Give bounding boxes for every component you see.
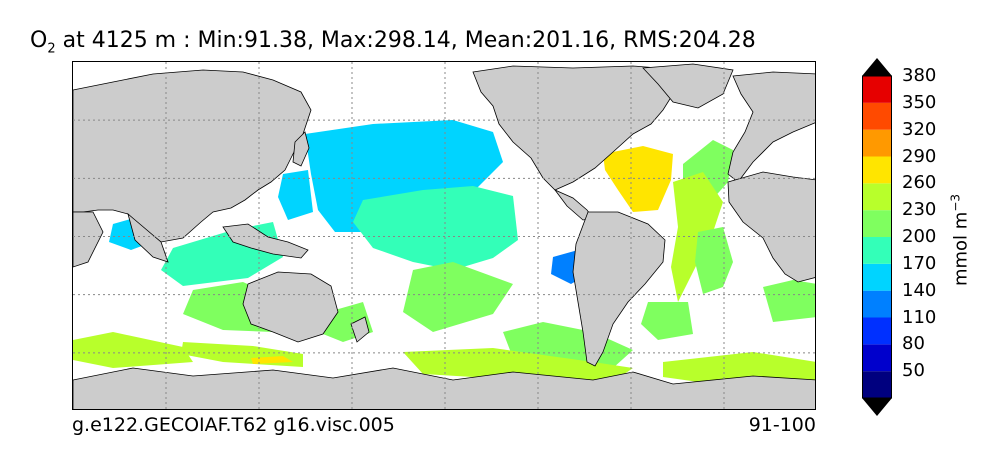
- land-japan: [292, 131, 310, 167]
- colorbar-tick-label: 50: [902, 360, 925, 382]
- colorbar-bin: [862, 129, 892, 157]
- land-new-zealand: [350, 316, 370, 343]
- colorbar-tick-label: 380: [902, 65, 937, 86]
- patch-atlantic-yellow: [603, 146, 673, 212]
- colorbar-bin: [862, 344, 892, 372]
- patch-southern-atlantic-lime: [663, 352, 815, 384]
- land-south-america: [572, 211, 666, 367]
- colorbar-bin: [862, 317, 892, 345]
- title-subscript: 2: [47, 41, 56, 57]
- units-text: mmol m: [950, 211, 972, 287]
- ocean-map: [72, 61, 816, 410]
- colorbar-bin: [862, 156, 892, 184]
- patch-south-atlantic-deep: [641, 302, 693, 340]
- land-europe-africa: [727, 71, 815, 183]
- lat-lon-grid: [73, 62, 815, 409]
- colorbar-bin: [862, 371, 892, 398]
- colorbar-bin: [862, 210, 892, 237]
- colorbar-tick-label: 140: [902, 279, 937, 301]
- patch-south-atlantic-green: [695, 227, 733, 294]
- patch-southern-lime: [181, 342, 303, 367]
- colorbar-tick-label: 320: [902, 118, 937, 140]
- map-canvas: [73, 62, 815, 409]
- colorbar-tick-label: 200: [902, 226, 937, 247]
- patch-south-pacific-lime: [403, 348, 633, 382]
- land-africa-west: [727, 171, 815, 283]
- colorbar-tick-label: 290: [902, 145, 937, 167]
- land-greenland: [642, 63, 734, 109]
- colorbar-over-triangle: [862, 58, 892, 76]
- colorbar-tick-label: 110: [902, 306, 937, 328]
- title-stats: at 4125 m : Min:91.38, Max:298.14, Mean:…: [55, 28, 756, 53]
- colorbar-tick-label: 350: [902, 91, 937, 113]
- land-eurasia: [73, 69, 312, 243]
- colorbar-tick-label: 80: [902, 333, 925, 355]
- plot-title: O2 at 4125 m : Min:91.38, Max:298.14, Me…: [30, 28, 756, 56]
- patch-central-pacific: [353, 186, 518, 270]
- patch-atlantic-lime: [671, 172, 723, 302]
- land-se-asia-islands: [222, 223, 309, 259]
- land-africa-east: [73, 211, 104, 268]
- patch-pacific-cyan-small: [278, 170, 313, 220]
- patch-indian-east-green: [763, 280, 815, 322]
- land-australia: [242, 271, 339, 343]
- patch-southern-yellow: [251, 356, 293, 364]
- patch-north-pacific: [305, 120, 503, 232]
- case-name: g.e122.GECOIAF.T62 g16.visc.005: [72, 414, 395, 436]
- colorbar: [862, 58, 892, 416]
- colorbar-bin: [862, 263, 892, 291]
- colorbar-tick-label: 260: [902, 172, 937, 194]
- patch-pacific-green: [403, 262, 513, 332]
- title-species: O: [30, 28, 48, 53]
- colorbar-bin: [862, 237, 892, 264]
- colorbar-tick-label: 230: [902, 199, 937, 221]
- land-arabia-india: [127, 212, 169, 263]
- units-exponent: −3: [948, 193, 963, 212]
- colorbar-bin: [862, 290, 892, 318]
- units-label: mmol m−3: [949, 194, 972, 286]
- colorbar-tick-label: 170: [902, 252, 937, 274]
- year-range: 91-100: [748, 414, 816, 436]
- colorbar-bin: [862, 102, 892, 130]
- colorbar-under-triangle: [862, 398, 892, 416]
- patch-indian-lime: [73, 332, 193, 368]
- colorbar-bin: [862, 183, 892, 211]
- colorbar-bin: [862, 76, 892, 103]
- colorbar-outline: [862, 75, 892, 399]
